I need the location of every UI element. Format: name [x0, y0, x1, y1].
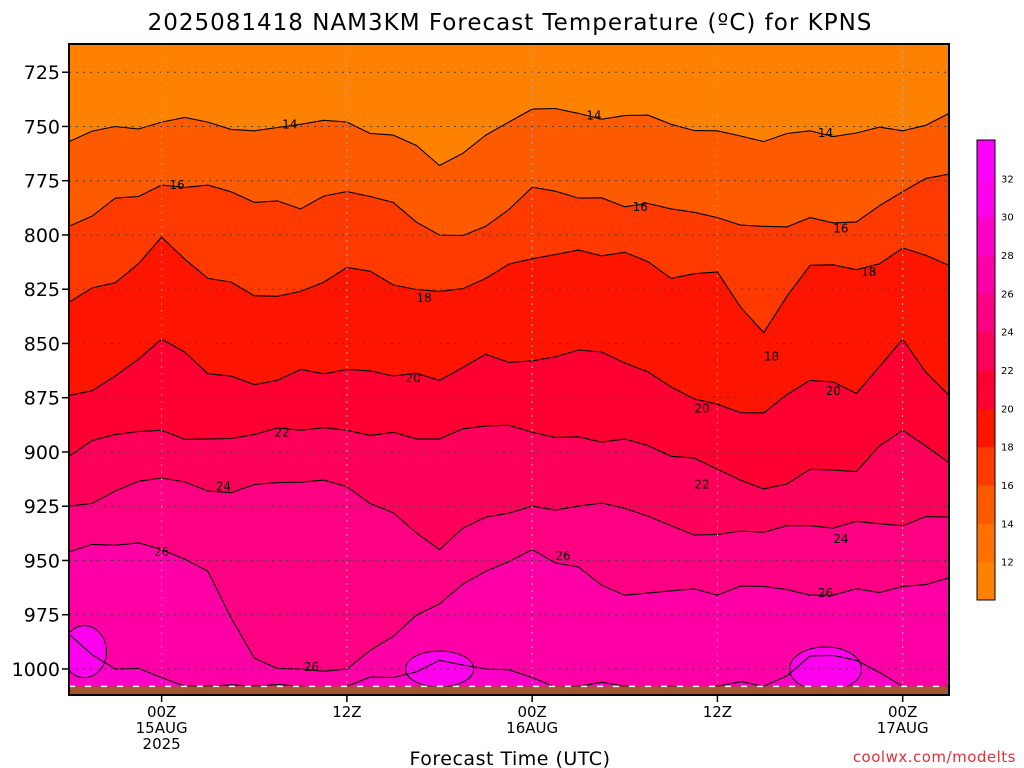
- colorbar-segment: [977, 485, 995, 524]
- contour-lines: [69, 107, 949, 692]
- contour-label: 26: [154, 545, 169, 559]
- colorbar-frame: [976, 139, 996, 601]
- contour-label: 22: [694, 478, 709, 492]
- colorbar-segment: [977, 523, 995, 563]
- contour-label: 26: [818, 586, 833, 600]
- y-tick-label: 950: [24, 550, 60, 572]
- colorbar-label: 18: [1001, 443, 1014, 454]
- contour-label: 14: [282, 117, 297, 131]
- y-tick-label: 1000: [12, 659, 60, 681]
- colorbar-segment: [977, 370, 995, 409]
- colorbar-label: 16: [1001, 481, 1014, 492]
- y-tick-label: 925: [24, 496, 60, 518]
- contour-label: 26: [555, 549, 570, 563]
- contour-line: [69, 477, 949, 551]
- contour-labels: 14 14 14 16 16 16 18 18 18 20 20 20 22 22 24 24 26 26 26 26: [154, 109, 876, 674]
- colorbar-label: 20: [1001, 404, 1014, 415]
- contour-label: 26: [304, 660, 319, 674]
- colorbar-segment: [977, 293, 995, 333]
- colorbar-segment: [977, 140, 995, 179]
- contour-label: 18: [764, 349, 779, 363]
- contour-line: [69, 173, 949, 237]
- colorbar-segment: [977, 446, 995, 486]
- x-tick-label: 16AUG: [506, 719, 558, 737]
- y-tick-label: 900: [24, 442, 60, 464]
- y-tick-label: 875: [24, 388, 60, 410]
- x-tick-label: 00Z: [517, 703, 546, 721]
- credit-text[interactable]: coolwx.com/modelts: [853, 748, 1016, 766]
- contour-label: 20: [406, 371, 421, 385]
- warm-pocket: [69, 625, 107, 679]
- colorbar-segment: [977, 216, 995, 256]
- contour-label: 16: [633, 200, 648, 214]
- contour-label: 24: [216, 480, 231, 494]
- contour-label: 20: [694, 402, 709, 416]
- contour-label: 22: [274, 425, 289, 439]
- y-tick-label: 850: [24, 333, 60, 355]
- colorbar-label: 22: [1001, 366, 1014, 377]
- contour-label: 20: [826, 384, 841, 398]
- y-tick-label: 825: [24, 279, 60, 301]
- x-tick-label: 12Z: [703, 703, 732, 721]
- colorbar-label: 28: [1001, 251, 1014, 262]
- x-tick-label: 12Z: [332, 703, 361, 721]
- contour-line: [69, 338, 949, 414]
- y-tick-label: 975: [24, 605, 60, 627]
- colorbar: 12 14 16 18 20 22 24 26 28 30 32: [976, 139, 1014, 601]
- temperature-bands: [69, 108, 949, 695]
- contour-label: 16: [169, 178, 184, 192]
- colorbar-label: 24: [1001, 328, 1014, 339]
- colorbar-segment: [977, 408, 995, 448]
- colorbar-segment: [977, 331, 995, 371]
- x-tick-label: 00Z: [147, 703, 176, 721]
- colorbar-label: 32: [1001, 174, 1014, 185]
- plot-frame: [68, 43, 950, 696]
- contour-line: [69, 107, 949, 167]
- x-axis-title: Forecast Time (UTC): [410, 748, 611, 768]
- y-tick-label: 725: [24, 62, 60, 84]
- colorbar-segment: [977, 561, 995, 601]
- x-tick-label: 2025: [143, 735, 181, 753]
- y-axis: 725 750 775 800 825 850 875 900 925 950 975 1000: [12, 62, 69, 681]
- colorbar-segment: [977, 255, 995, 294]
- contour-label: 14: [586, 109, 601, 123]
- contour-label: 24: [833, 532, 848, 546]
- y-tick-label: 750: [24, 116, 60, 138]
- chart-title: 2025081418 NAM3KM Forecast Temperature (…: [148, 10, 873, 36]
- contour-label: 18: [861, 265, 876, 279]
- contour-label: 14: [818, 126, 833, 140]
- y-tick-label: 775: [24, 171, 60, 193]
- x-tick-label: 17AUG: [877, 719, 929, 737]
- colorbar-label: 12: [1001, 558, 1014, 569]
- contour-label: 16: [833, 221, 848, 235]
- contour-line: [69, 542, 949, 672]
- x-tick-label: 15AUG: [136, 719, 188, 737]
- colorbar-label: 30: [1001, 213, 1014, 224]
- y-tick-label: 800: [24, 225, 60, 247]
- warm-pocket: [405, 650, 475, 688]
- contour-line: [69, 424, 949, 490]
- contour-line: [69, 236, 949, 334]
- x-tick-label: 00Z: [888, 703, 917, 721]
- colorbar-segment: [977, 178, 995, 218]
- ground-layer: [69, 686, 949, 695]
- contour-label: 18: [416, 291, 431, 305]
- colorbar-label: 14: [1001, 519, 1014, 530]
- colorbar-label: 26: [1001, 289, 1014, 300]
- plot-area: 14 14 14 16 16 16 18 18 18 20 20 20 22 22 24 24 26 26 26 26: [69, 44, 949, 696]
- temperature-band: [69, 542, 949, 695]
